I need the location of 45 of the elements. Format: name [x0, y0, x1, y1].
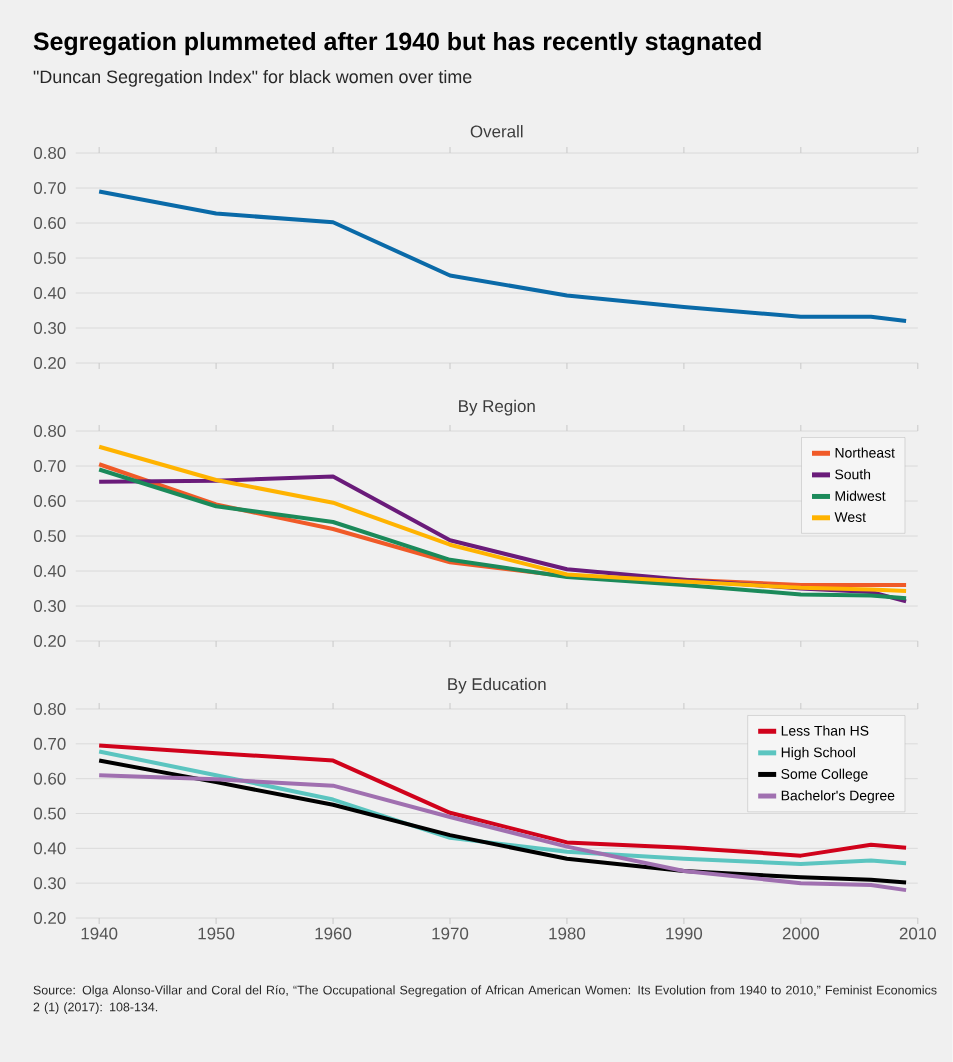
x-tick-label: 1970	[432, 927, 469, 940]
text: "Duncan Segregation Index" for black women over time	[33, 69, 472, 87]
y-tick-label: 0.50	[34, 807, 66, 820]
y-tick-label: 0.30	[34, 599, 66, 612]
source-note: Source: Olga Alonso-Villar and Coral del Río, “The Occupational Segregation of African American Women: Its Evolution from 1940 to 2010,” Feminist Economics 2 (1) (2017): 108-134.	[33, 985, 937, 1014]
y-tick-label: 0.50	[34, 529, 66, 542]
y-tick-label: 0.40	[34, 286, 66, 299]
legend-label: Some College	[781, 768, 868, 782]
x-tick-label: 2000	[782, 927, 820, 940]
y-tick-label: 0.20	[34, 356, 66, 369]
y-tick-label: 0.70	[34, 181, 66, 194]
x-tick-label: 1950	[198, 927, 235, 940]
y-tick-label: 0.80	[34, 146, 66, 159]
x-tick-label: 1960	[315, 927, 352, 940]
line-series	[97, 444, 909, 593]
chart-title: By Region	[459, 399, 535, 416]
legend-label: West	[834, 512, 867, 522]
chart-title: Overall	[470, 125, 523, 138]
chart-title: By Education	[448, 677, 546, 694]
y-tick-label: 0.40	[34, 842, 66, 855]
x-tick-label: 1990	[666, 927, 703, 940]
y-tick-label: 0.80	[34, 703, 66, 715]
legend-label: Less Than HS	[781, 725, 869, 736]
y-tick-label: 0.40	[34, 564, 66, 577]
legend-label: High School	[781, 747, 856, 761]
y-tick-label: 0.60	[34, 494, 66, 507]
x-tick-label: 2010	[899, 927, 937, 940]
line-series	[97, 189, 909, 323]
legend-label: South	[835, 469, 871, 480]
y-tick-label: 0.80	[34, 424, 66, 437]
y-tick-label: 0.70	[34, 737, 66, 750]
legend-label: Bachelor's Degree	[781, 790, 895, 804]
y-tick-label: 0.50	[34, 251, 66, 264]
text: Segregation plummeted after 1940 but has recently stagnated	[33, 31, 761, 56]
y-tick-label: 0.30	[34, 321, 66, 334]
y-tick-label: 0.60	[34, 772, 66, 785]
legend-label: Midwest	[835, 490, 886, 501]
y-tick-label: 0.20	[34, 912, 66, 924]
y-tick-label: 0.30	[34, 877, 66, 890]
legend-label: Northeast	[835, 447, 895, 458]
x-tick-label: 1980	[549, 927, 586, 940]
x-tick-label: 1940	[81, 927, 118, 940]
y-tick-label: 0.70	[34, 459, 66, 472]
y-tick-label: 0.20	[34, 634, 66, 647]
y-tick-label: 0.60	[34, 216, 66, 229]
